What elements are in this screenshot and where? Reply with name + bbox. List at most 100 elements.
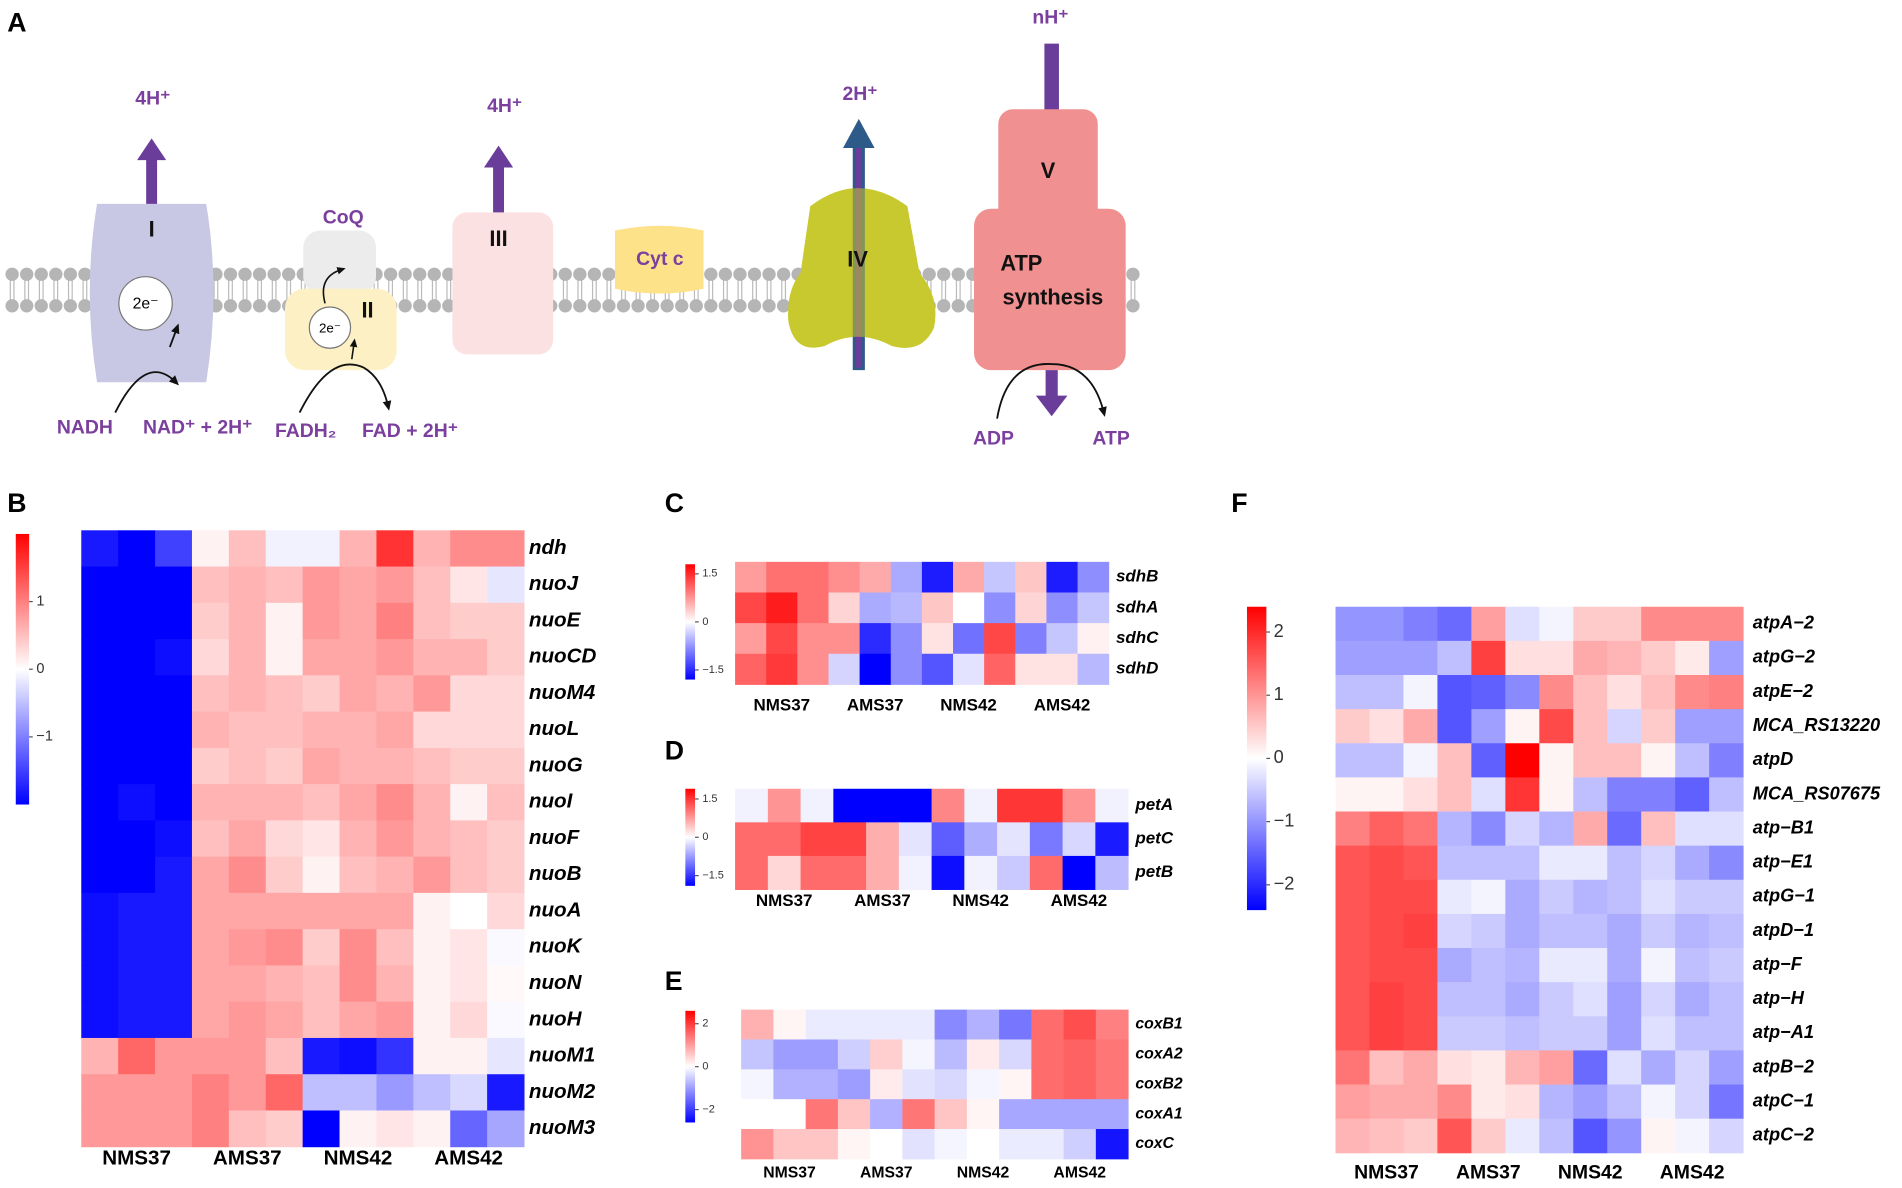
heatmap-cell xyxy=(228,892,267,930)
heatmap-cell xyxy=(81,711,119,749)
heatmap-cell xyxy=(155,639,193,676)
lipid-head xyxy=(762,267,776,281)
heatmap-cell xyxy=(1573,777,1608,813)
heatmap-cell xyxy=(1335,948,1370,983)
heatmap-cell xyxy=(1046,653,1079,685)
heatmap-cell xyxy=(1095,1099,1129,1130)
heatmap-cell xyxy=(1539,982,1574,1017)
heatmap-cell xyxy=(1437,948,1472,983)
lipid-head xyxy=(776,299,791,313)
heatmap-cell xyxy=(450,566,488,604)
heatmap-cell xyxy=(191,639,230,676)
lipid-head xyxy=(413,267,427,281)
heatmap-cell xyxy=(1675,913,1710,949)
heatmap-cell xyxy=(265,965,304,1003)
heatmap-cell xyxy=(1641,606,1676,642)
heatmap-cell xyxy=(191,1001,230,1039)
heatmap-cell xyxy=(1505,1118,1540,1154)
heatmap-cell xyxy=(902,1129,936,1160)
heatmap-cell xyxy=(339,747,377,785)
colorbar-tick-label: 1 xyxy=(36,593,44,609)
heatmap-cell xyxy=(1505,948,1540,983)
heatmap-cell xyxy=(487,929,525,966)
heatmap-cell xyxy=(265,929,304,966)
heatmap-cell xyxy=(1607,913,1642,949)
heatmap-cell xyxy=(1641,1016,1676,1051)
row-label: atpG−1 xyxy=(1753,886,1815,906)
row-label: nuoJ xyxy=(529,572,579,595)
lipid-head xyxy=(1126,299,1140,313)
heatmap-cell xyxy=(228,1001,267,1039)
heatmap-cell xyxy=(302,566,341,604)
heatmap-cell xyxy=(1471,811,1506,847)
heatmap-cell xyxy=(1539,606,1574,642)
heatmap-cell xyxy=(898,855,933,890)
heatmap-cell xyxy=(1031,1009,1065,1040)
arrow-head xyxy=(483,145,514,168)
heatmap-cell xyxy=(1573,913,1608,949)
heatmap-cell xyxy=(1505,606,1540,642)
heatmap-cell xyxy=(265,892,304,930)
heatmap-cell xyxy=(1369,845,1404,881)
lipid-head xyxy=(238,299,252,313)
heatmap-cell xyxy=(1335,640,1370,676)
heatmap-cell xyxy=(1539,743,1574,778)
heatmap-cell xyxy=(228,1074,267,1111)
heatmap-cell xyxy=(339,1110,377,1148)
heatmap-cell xyxy=(1505,743,1540,778)
heatmap-cell xyxy=(1437,606,1472,642)
heatmap-cell xyxy=(735,788,769,823)
heatmap-cell xyxy=(1607,1016,1642,1051)
heatmap-cell xyxy=(1539,811,1574,847)
row-label: nuoE xyxy=(529,608,582,631)
heatmap-cell xyxy=(1709,845,1744,881)
heatmap-cell xyxy=(1095,1009,1129,1040)
row-label: atpA−2 xyxy=(1753,613,1814,633)
heatmap-cell xyxy=(376,820,414,858)
heatmap-cell xyxy=(339,1001,377,1039)
heatmap-cell xyxy=(487,566,525,604)
heatmap-cell xyxy=(450,856,488,894)
heatmap-cell xyxy=(228,784,267,821)
heatmap-cell xyxy=(1335,709,1370,744)
heatmap-cell xyxy=(837,1009,871,1040)
heatmap-cell xyxy=(1437,845,1472,881)
row-label: atp−A1 xyxy=(1753,1022,1814,1042)
heatmap-cell xyxy=(413,639,451,676)
heatmap-cell xyxy=(735,822,769,857)
heatmap-cell xyxy=(1709,743,1744,778)
heatmap-cell xyxy=(902,1039,936,1070)
heatmap-cell xyxy=(1335,845,1370,881)
heatmap-cell xyxy=(833,822,867,857)
heatmap-cell xyxy=(1471,640,1506,676)
heatmap-cell xyxy=(859,561,892,593)
heatmap-cell xyxy=(870,1129,903,1160)
heatmap-cell xyxy=(1437,777,1472,813)
heatmap-cell xyxy=(228,711,267,749)
heatmap-cell xyxy=(1062,855,1096,890)
lipid-head xyxy=(49,299,63,313)
heatmap-cell xyxy=(191,965,230,1003)
heatmap-cell xyxy=(1062,822,1096,857)
heatmap-cell xyxy=(984,592,1016,624)
row-label: atpG−2 xyxy=(1753,647,1815,667)
heatmap-cell xyxy=(1675,777,1710,813)
heatmap-cell xyxy=(1335,982,1370,1017)
complex-v-head xyxy=(998,109,1098,231)
label: nH⁺ xyxy=(1032,6,1068,28)
lipid-head xyxy=(718,299,733,313)
heatmap-cell xyxy=(1641,811,1676,847)
lipid-head xyxy=(704,299,718,313)
heatmap-cell xyxy=(1573,948,1608,983)
heatmap-cell xyxy=(1369,1050,1404,1086)
heatmap-cell xyxy=(1607,845,1642,881)
heatmap-cell xyxy=(1015,653,1047,685)
heatmap-cell xyxy=(902,1009,936,1040)
heatmap-cell xyxy=(81,602,119,640)
heatmap-cell xyxy=(1335,913,1370,949)
heatmap-cell xyxy=(1403,640,1438,676)
row-label: atpD xyxy=(1753,749,1793,769)
heatmap-cell xyxy=(837,1039,871,1070)
heatmap-cell xyxy=(934,1069,968,1100)
heatmap-cell xyxy=(866,788,900,823)
